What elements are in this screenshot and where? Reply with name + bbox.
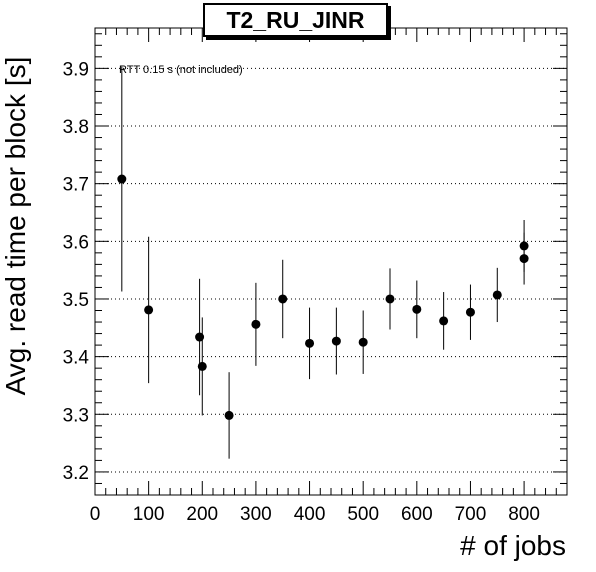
data-point	[519, 241, 529, 251]
data-point	[412, 304, 422, 314]
y-tick-label: 3.5	[63, 290, 89, 311]
data-point	[117, 174, 127, 184]
x-tick-label: 800	[508, 504, 540, 525]
x-tick-label: 400	[294, 504, 326, 525]
y-tick-label: 3.2	[63, 463, 89, 484]
data-point	[305, 338, 315, 348]
y-tick-label: 3.6	[63, 232, 89, 253]
y-tick-label: 3.8	[63, 117, 89, 138]
x-tick-label: 500	[347, 504, 379, 525]
y-tick-label: 3.7	[63, 175, 89, 196]
y-tick-label: 3.9	[63, 59, 89, 80]
chart-title: T2_RU_JINR	[226, 6, 365, 33]
y-tick-label: 3.3	[63, 405, 89, 426]
y-tick-label: 3.4	[63, 348, 90, 369]
data-point	[465, 307, 475, 317]
plot-frame	[94, 27, 568, 496]
chart-title-box: T2_RU_JINR	[203, 3, 388, 37]
data-point	[358, 337, 368, 347]
x-tick-label: 0	[90, 504, 101, 525]
data-point	[278, 294, 288, 304]
y-axis-label: Avg. read time per block [s]	[0, 56, 31, 396]
x-tick-label: 600	[401, 504, 433, 525]
x-tick-label: 200	[186, 504, 218, 525]
grid-lines	[95, 67, 567, 473]
data-points	[117, 66, 529, 459]
x-tick-label: 100	[133, 504, 165, 525]
data-point	[331, 336, 341, 346]
data-point	[197, 361, 207, 371]
data-point	[492, 290, 502, 300]
data-point	[385, 294, 395, 304]
data-point	[251, 319, 261, 329]
axis-ticks	[94, 28, 568, 496]
data-point	[224, 410, 234, 420]
data-point	[439, 316, 449, 326]
x-axis-label: # of jobs	[460, 530, 566, 561]
x-tick-label: 700	[455, 504, 487, 525]
rtt-annotation: RTT 0.15 s (not included)	[119, 64, 243, 76]
data-point	[144, 305, 154, 315]
x-tick-label: 300	[240, 504, 272, 525]
tick-labels: 3.2 3.3 3.4 3.5 3.6 3.7 3.8 3.9 0 100 200 300 400 500…	[63, 59, 540, 525]
